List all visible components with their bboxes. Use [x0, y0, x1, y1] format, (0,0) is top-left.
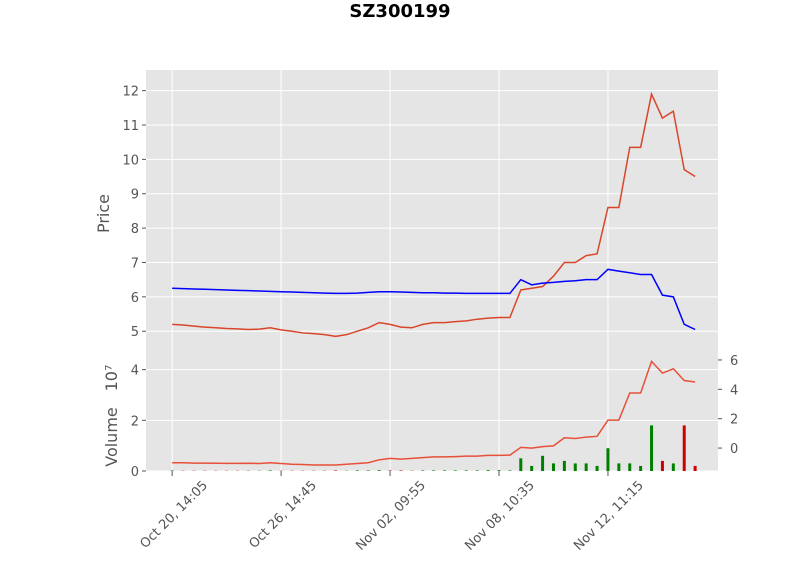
y-tick-label: 8 — [131, 222, 139, 237]
volume-bar — [432, 470, 436, 471]
x-tick-label: Nov 08, 10:35 — [462, 478, 538, 554]
line-series — [172, 359, 696, 466]
volume-bar — [170, 470, 174, 471]
y-offset-label: 10⁷ — [102, 365, 121, 392]
y-axis-label: Price — [94, 194, 113, 233]
volume-bar — [660, 460, 664, 471]
y-tick-label: 6 — [131, 291, 139, 306]
y2-tick-label: 0 — [730, 442, 738, 457]
volume-bar — [530, 465, 534, 471]
y-tick-label: 5 — [131, 325, 139, 340]
volume-bar — [519, 458, 523, 471]
volume-bar — [497, 470, 501, 471]
x-tick-label: Oct 26, 14:45 — [246, 478, 319, 551]
volume-bar — [399, 470, 403, 471]
volume-bar — [639, 465, 643, 471]
y-tick-label: 11 — [122, 119, 139, 134]
volume-bar — [443, 470, 447, 471]
line-series — [172, 268, 696, 331]
volume-bar — [366, 470, 370, 471]
y-axis-label: Volume — [102, 407, 121, 467]
volume-bar — [671, 463, 675, 471]
volume-bar — [584, 463, 588, 471]
x-tick-label: Oct 20, 14:05 — [138, 478, 211, 551]
volume-bar — [551, 463, 555, 471]
y-tick-label: 0 — [131, 465, 139, 480]
y-tick-label: 12 — [122, 85, 139, 100]
volume-bar — [617, 463, 621, 471]
plot-area — [146, 70, 718, 357]
line-series — [172, 91, 696, 338]
volume-bar — [464, 470, 468, 471]
volume-bar — [268, 470, 272, 471]
volume-bar — [573, 463, 577, 471]
volume-bar — [682, 425, 686, 471]
volume-bar — [562, 460, 566, 471]
y-tick-label: 10 — [122, 153, 139, 168]
plot-area — [146, 357, 718, 471]
volume-bar — [334, 470, 338, 471]
y2-tick-label: 6 — [730, 354, 738, 369]
volume-bar — [541, 455, 545, 471]
x-tick-label: Nov 12, 11:15 — [571, 478, 647, 554]
chart-title: SZ300199 — [349, 1, 450, 22]
y-tick-label: 4 — [131, 364, 139, 379]
volume-bar — [606, 448, 610, 471]
y2-tick-label: 2 — [730, 413, 738, 428]
volume-bar — [486, 470, 490, 471]
x-tick-label: Nov 02, 09:55 — [353, 478, 429, 554]
volume-bar — [595, 465, 599, 471]
volume-bar — [377, 470, 381, 471]
y-tick-label: 2 — [131, 414, 139, 429]
y-tick-label: 9 — [131, 188, 139, 203]
volume-bar — [508, 470, 512, 471]
volume-bar — [475, 470, 479, 471]
volume-bar — [693, 465, 697, 471]
volume-bar — [650, 425, 654, 471]
volume-bar — [355, 470, 359, 471]
y2-tick-label: 4 — [730, 383, 738, 398]
volume-bar — [453, 470, 457, 471]
volume-bar — [628, 463, 632, 471]
volume-bar — [388, 470, 392, 471]
volume-bar — [421, 470, 425, 471]
y-tick-label: 7 — [131, 256, 139, 271]
